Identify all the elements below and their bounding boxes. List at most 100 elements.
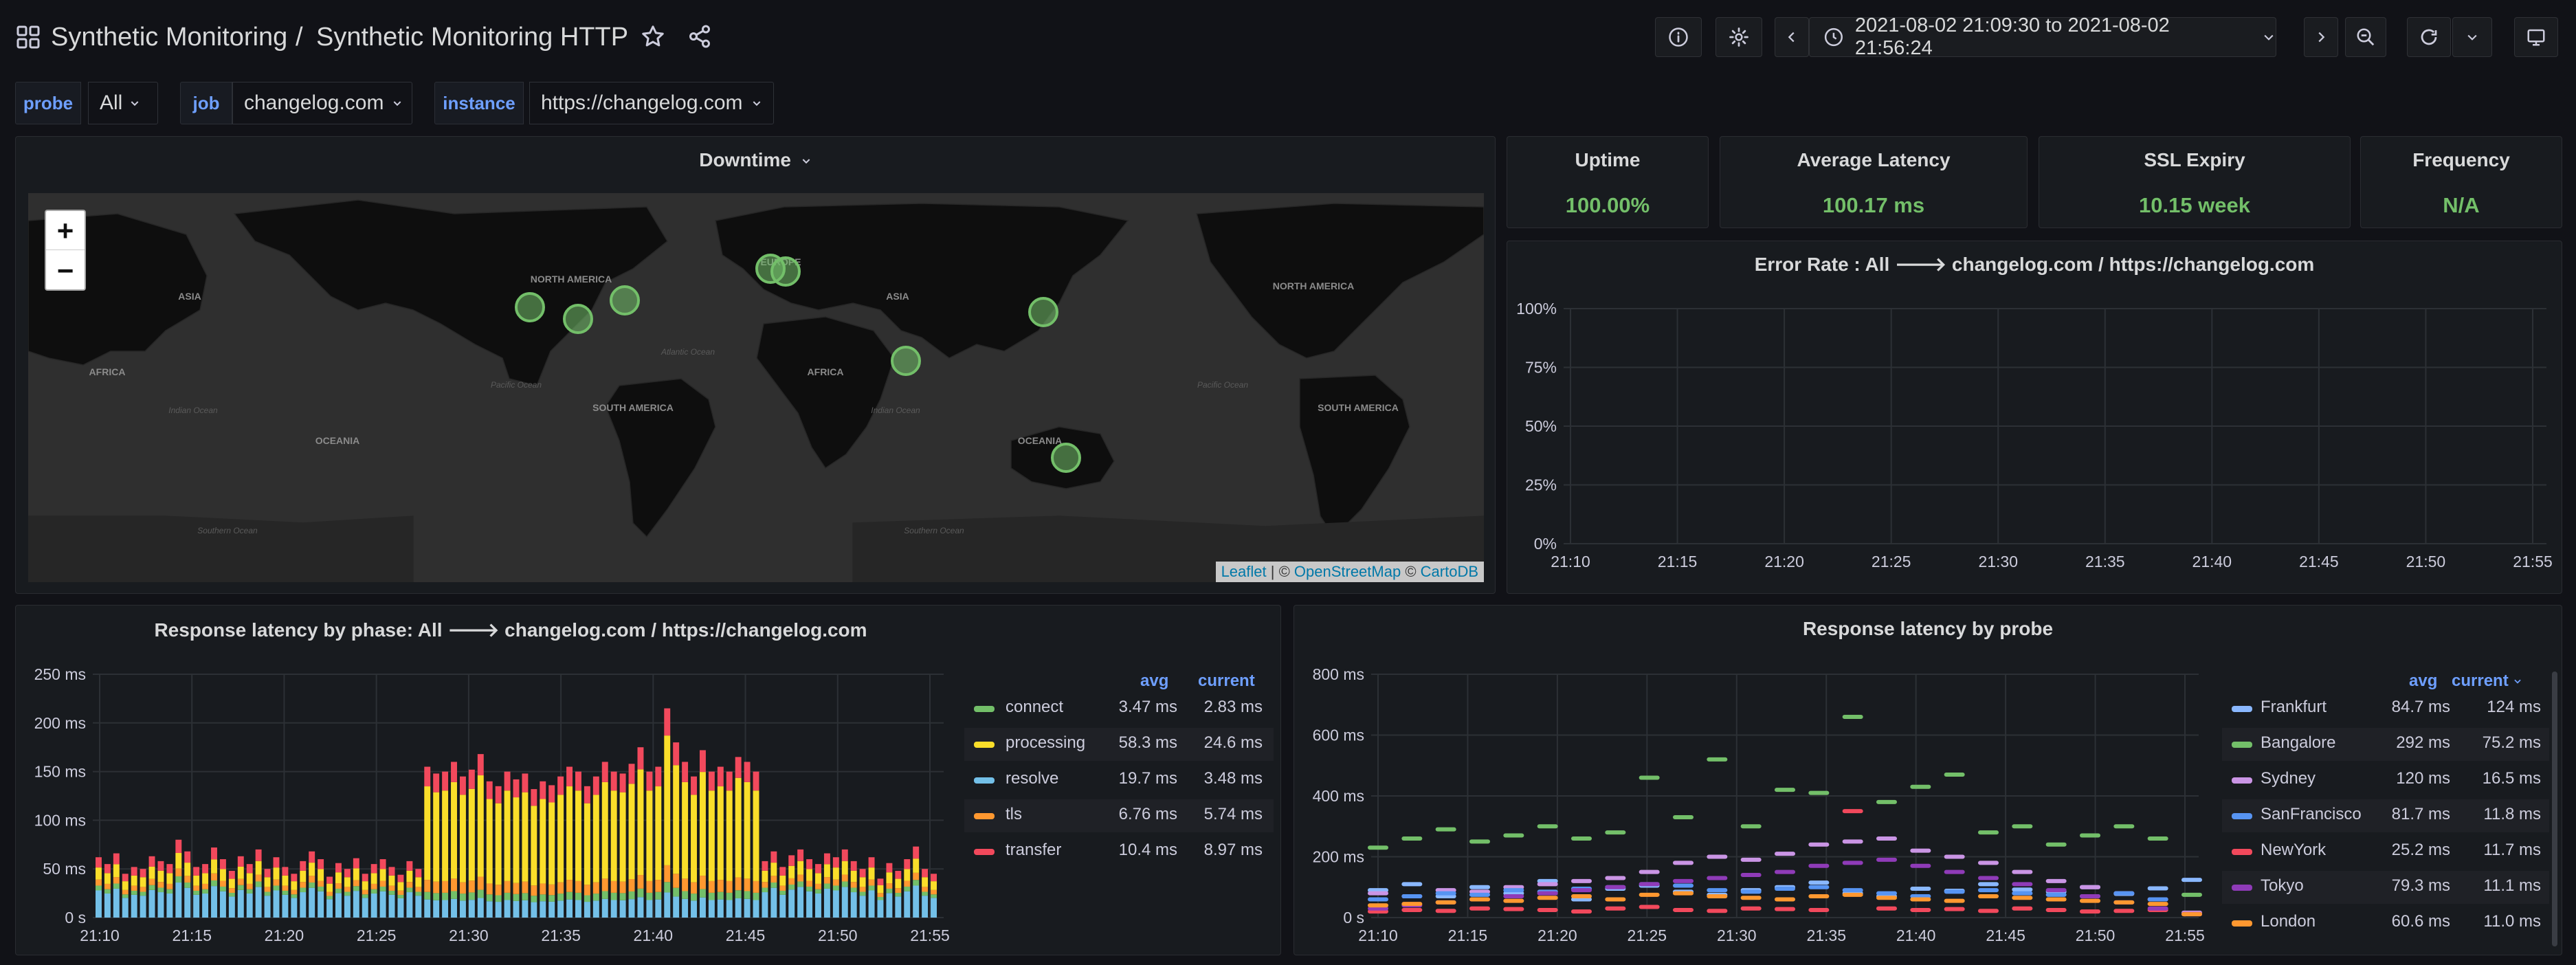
bar-segment [379,869,386,881]
legend-row[interactable]: connect 3.47 ms 2.83 ms [964,692,1274,725]
bar-segment [513,779,520,798]
share-icon[interactable] [687,24,712,49]
legend-row[interactable]: Sydney 120 ms 16.5 ms [2222,764,2549,797]
probe-marker[interactable] [563,304,593,334]
x-tick-label: 21:25 [1628,927,1667,944]
legend-header-current[interactable]: current [1198,672,1255,690]
refresh-interval-dropdown[interactable] [2452,17,2492,57]
probe-marker[interactable] [515,292,545,322]
bar-segment [273,857,280,868]
bar-segment [673,896,680,918]
leaflet-link[interactable]: Leaflet [1221,563,1267,580]
time-shift-forward-button[interactable] [2304,17,2338,57]
clock-icon [1824,27,1843,47]
dashboard-settings-button[interactable] [1716,17,1762,57]
map-zoom-out-button[interactable]: − [56,254,74,287]
legend-current-value: 2.83 ms [1203,698,1263,716]
world-map[interactable]: ASIA NORTH AMERICA EUROPE ASIA NORTH AME… [28,193,1484,582]
refresh-button[interactable] [2407,17,2451,57]
bar-segment [104,883,111,889]
legend-header-avg[interactable]: avg [2409,672,2438,690]
legend-row[interactable]: Bangalore 292 ms 75.2 ms [2222,728,2549,761]
panel-title-error-rate[interactable]: Error Rate : All 🡒 changelog.com / https… [1754,254,2315,275]
bar-segment [922,891,929,896]
stat-title[interactable]: Frequency [2412,149,2510,170]
panel-title-latency-phase[interactable]: Response latency by phase: All 🡒 changel… [154,619,867,641]
legend-row[interactable]: Frankfurt 84.7 ms 124 ms [2222,692,2549,725]
bar-segment [744,878,751,891]
legend-row[interactable]: transfer 10.4 ms 8.97 ms [964,835,1274,868]
bar-segment [664,865,671,883]
probe-marker[interactable] [1051,443,1081,473]
probe-marker[interactable] [1028,297,1058,327]
y-tick-label: 100 ms [34,811,86,829]
bar-segment [637,769,644,876]
variable-select-instance[interactable]: https://changelog.com [529,82,774,124]
breadcrumb-section[interactable]: Synthetic Monitoring [51,23,288,52]
bar-segment [868,885,875,891]
star-icon[interactable] [641,24,665,49]
legend-row[interactable]: processing 58.3 ms 24.6 ms [964,728,1274,761]
bar-segment [184,887,191,918]
stat-title[interactable]: Average Latency [1797,149,1951,170]
bar-segment [157,870,164,883]
legend-current-value: 11.8 ms [2483,805,2541,823]
probe-marker[interactable] [610,285,640,315]
bar-segment [486,894,493,902]
legend-row[interactable]: London 60.6 ms 11.0 ms [2222,907,2549,940]
legend-header-current[interactable]: current [2452,672,2522,691]
stat-title[interactable]: SSL Expiry [2144,149,2245,170]
legend-header-avg[interactable]: avg [1140,672,1169,690]
legend-row[interactable]: NewYork 25.2 ms 11.7 ms [2222,835,2549,868]
bar-segment [841,861,848,875]
variable-select-probe[interactable]: All [88,82,158,124]
bar-segment [610,892,617,900]
bar-segment [726,880,733,893]
cartodb-link[interactable]: CartoDB [1420,563,1478,580]
variable-select-job[interactable]: changelog.com [232,82,412,124]
bar-segment [673,887,680,897]
dashboard-info-button[interactable] [1655,17,1702,57]
legend-row[interactable]: resolve 19.7 ms 3.48 ms [964,764,1274,797]
openstreetmap-link[interactable]: OpenStreetMap [1293,563,1401,580]
bar-segment [931,881,937,890]
time-shift-back-button[interactable] [1775,17,1809,57]
bar-segment [735,777,742,878]
dashboards-grid-icon[interactable] [16,25,40,49]
bar-segment [433,773,440,792]
bar-segment [637,897,644,918]
panel-title-downtime[interactable]: Downtime [16,149,1495,171]
probe-marker[interactable] [770,256,801,287]
panel-title-latency-probe[interactable]: Response latency by probe [1802,618,2054,639]
legend-current-value: 8.97 ms [1203,841,1263,859]
time-range-picker[interactable]: 2021-08-02 21:09:30 to 2021-08-02 21:56:… [1809,14,2276,59]
chevron-right-icon [2318,32,2325,43]
tv-mode-button[interactable] [2514,17,2558,57]
bar-segment [664,882,671,893]
bar-segment [895,871,902,879]
legend-row[interactable]: Tokyo 79.3 ms 11.1 ms [2222,871,2549,904]
info-icon [1669,27,1688,47]
legend-avg-value: 19.7 ms [1118,769,1177,788]
legend-swatch [2232,777,2252,784]
legend-row[interactable]: tls 6.76 ms 5.74 ms [964,799,1274,832]
bar-segment [646,771,653,791]
bar-segment [788,878,795,885]
bar-segment [877,896,884,900]
bar-segment [522,773,529,792]
probe-marker[interactable] [891,346,921,376]
zoom-out-time-button[interactable] [2345,17,2386,57]
bar-segment [815,864,821,874]
bar-segment [424,880,431,892]
legend-series-name: tls [1006,805,1022,823]
bar-segment [318,859,324,869]
bar-segment [904,880,911,887]
bar-segment [522,893,529,900]
bar-segment [309,876,315,883]
map-zoom-in-button[interactable]: + [46,211,85,250]
legend-scrollbar[interactable] [2552,672,2557,946]
legend-row[interactable]: SanFrancisco 81.7 ms 11.8 ms [2222,799,2549,832]
bar-segment [282,894,289,918]
bar-segment [886,872,893,884]
stat-title[interactable]: Uptime [1575,149,1641,170]
